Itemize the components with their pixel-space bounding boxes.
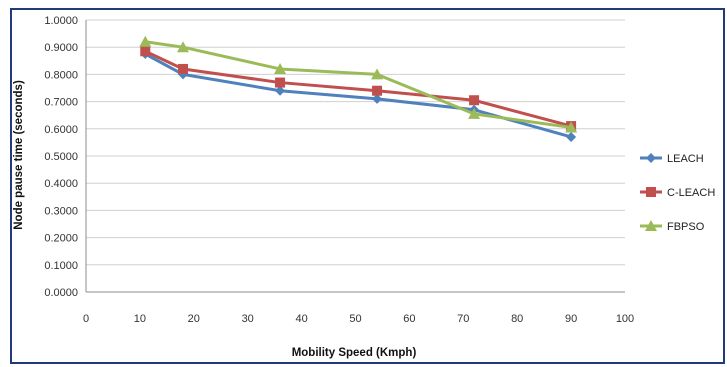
y-tick-label: 0.0000	[44, 287, 78, 299]
x-tick-label: 0	[83, 313, 89, 325]
series-line	[144, 52, 572, 139]
data-point	[468, 107, 481, 119]
data-point	[469, 95, 480, 106]
y-tick-label: 0.4000	[44, 178, 78, 190]
x-tick-label: 80	[511, 313, 523, 325]
data-point	[371, 68, 384, 80]
x-tick-label: 20	[188, 313, 200, 325]
data-point	[372, 85, 383, 96]
series-fbpso	[139, 35, 578, 133]
series-leach	[140, 49, 577, 142]
y-tick-label: 0.5000	[44, 151, 78, 163]
y-tick-label: 0.8000	[44, 69, 78, 81]
x-tick-label: 30	[242, 313, 254, 325]
x-tick-label: 70	[457, 313, 469, 325]
x-tick-label: 40	[295, 313, 307, 325]
data-point	[177, 41, 190, 53]
y-tick-label: 0.3000	[44, 205, 78, 217]
y-tick-label: 0.6000	[44, 124, 78, 136]
axes	[85, 20, 625, 293]
legend-label: LEACH	[667, 153, 704, 165]
legend-item: FBPSO	[640, 220, 705, 233]
y-tick-label: 0.9000	[44, 42, 78, 54]
data-point	[274, 62, 287, 74]
data-point	[140, 46, 151, 57]
legend-marker	[645, 220, 657, 231]
y-axis-title: Node pause time (seconds)	[13, 80, 25, 230]
legend-label: FBPSO	[667, 221, 705, 233]
legend: LEACH C-LEACH FBPSO	[640, 153, 715, 233]
x-tick-label: 100	[616, 313, 634, 325]
y-tick-label: 0.1000	[44, 260, 78, 272]
series-line	[144, 49, 572, 128]
legend-item: LEACH	[640, 153, 704, 165]
data-point	[275, 77, 286, 88]
legend-marker	[646, 153, 656, 163]
data-point	[566, 131, 577, 142]
y-tick-label: 1.0000	[44, 15, 78, 27]
legend-label: C-LEACH	[667, 187, 715, 199]
legend-marker	[646, 187, 656, 197]
series-lines	[139, 35, 578, 142]
x-tick-label: 50	[349, 313, 361, 325]
data-point	[565, 121, 578, 133]
x-axis-title: Mobility Speed (Kmph)	[292, 347, 417, 359]
data-point	[178, 63, 189, 74]
legend-item: C-LEACH	[640, 187, 715, 199]
chart-frame	[10, 8, 725, 364]
x-tick-label: 60	[403, 313, 415, 325]
y-tick-label: 0.7000	[44, 97, 78, 109]
y-tick-label: 0.2000	[44, 233, 78, 245]
data-point	[275, 85, 286, 96]
series-line	[145, 40, 572, 129]
x-tick-label: 10	[134, 313, 146, 325]
data-point	[139, 35, 152, 47]
data-point	[372, 93, 383, 104]
tick-labels: 0.0000 0.1000 0.2000 0.3000 0.4000 0.5000 0.60…	[44, 15, 634, 325]
x-tick-label: 90	[565, 313, 577, 325]
